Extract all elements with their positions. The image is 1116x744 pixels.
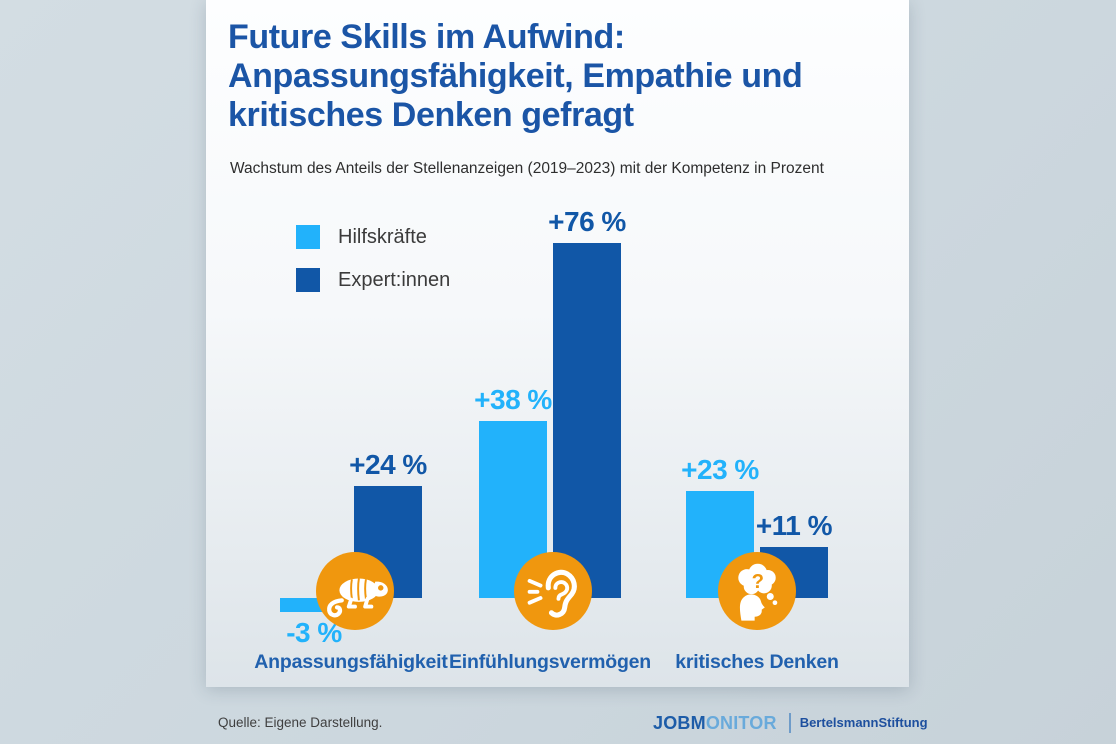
- bar-expertinnen-2: [553, 243, 621, 598]
- chart-subtitle: Wachstum des Anteils der Stellenanzeigen…: [230, 160, 824, 177]
- bertelsmann-stiftung-logo: BertelsmannStiftung: [800, 714, 928, 732]
- chart-legend: Hilfskräfte Expert:innen: [296, 225, 450, 311]
- legend-item-expertinnen: Expert:innen: [296, 268, 450, 292]
- thinking-head-glyph: ?: [738, 563, 778, 621]
- ear-glyph: [527, 569, 577, 618]
- bar-chart: ? -3 % +24 % Anpassungsfähigkeit +38 % +76 %…: [206, 0, 909, 687]
- legend-swatch-dark-blue: [296, 268, 320, 292]
- page-title: Future Skills im Aufwind: Anpassungsfähig…: [228, 18, 888, 135]
- footer-logos: JOBMONITOR BertelsmannStiftung: [653, 710, 928, 736]
- bertelsmann-logo-regular: Bertelsmann: [799, 715, 879, 730]
- value-label-hilfskraefte-3: +23 %: [681, 454, 759, 485]
- jobmonitor-logo-light: ONITOR: [705, 712, 777, 733]
- logo-divider: [788, 713, 791, 733]
- thinking-head-icon: ?: [718, 552, 796, 630]
- legend-label: Expert:innen: [338, 268, 451, 291]
- svg-text:?: ?: [752, 571, 764, 593]
- value-label-hilfskraefte-2: +38 %: [474, 384, 552, 415]
- jobmonitor-logo: JOBMONITOR: [653, 713, 777, 734]
- title-line-1: Future Skills im Aufwind:: [228, 18, 625, 56]
- legend-item-hilfskraefte: Hilfskräfte: [296, 225, 450, 249]
- chameleon-glyph: [327, 578, 388, 618]
- value-label-expertinnen-2: +76 %: [548, 206, 626, 237]
- jobmonitor-logo-dark: JOBM: [653, 712, 706, 733]
- value-label-expertinnen-1: +24 %: [349, 449, 427, 480]
- legend-label: Hilfskräfte: [338, 225, 427, 248]
- legend-swatch-light-blue: [296, 225, 320, 249]
- value-label-expertinnen-3: +11 %: [755, 510, 833, 541]
- category-label-1: Anpassungsfähigkeit: [254, 651, 448, 673]
- source-note: Quelle: Eigene Darstellung.: [218, 715, 383, 730]
- category-label-3: kritisches Denken: [675, 651, 839, 673]
- bertelsmann-logo-bold: Stiftung: [878, 715, 928, 730]
- title-line-2: Anpassungsfähigkeit, Empathie und: [228, 57, 803, 95]
- title-line-3: kritisches Denken gefragt: [228, 96, 634, 134]
- chameleon-icon: [316, 552, 394, 630]
- infographic-card: Future Skills im Aufwind: Anpassungsfähig…: [206, 0, 909, 687]
- ear-listening-icon: [514, 552, 592, 630]
- category-label-2: Einfühlungsvermögen: [448, 651, 652, 673]
